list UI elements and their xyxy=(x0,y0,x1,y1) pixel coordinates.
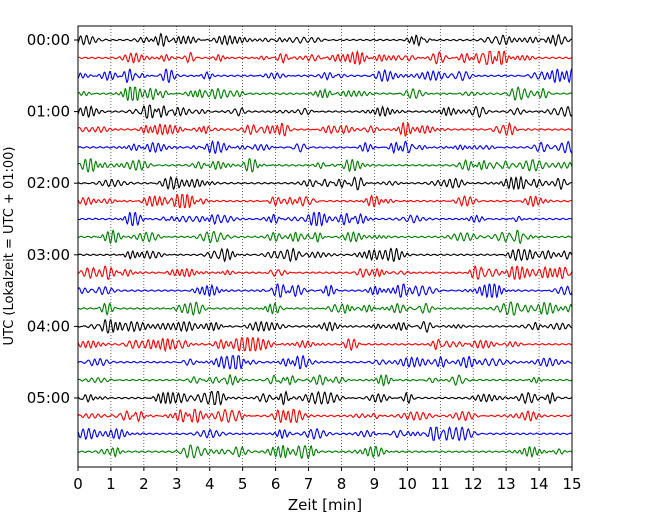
y-tick-label: 02:00 xyxy=(27,174,70,192)
x-tick-label: 6 xyxy=(271,475,281,493)
trace-line-13 xyxy=(77,265,573,281)
trace-line-6 xyxy=(77,139,573,155)
trace-line-14 xyxy=(77,283,573,299)
y-tick-label: 03:00 xyxy=(27,246,70,264)
trace-line-2 xyxy=(77,68,572,84)
trace-line-3 xyxy=(77,86,573,101)
trace-line-12 xyxy=(77,247,573,263)
x-tick-label: 8 xyxy=(337,475,347,493)
x-tick-label: 12 xyxy=(464,475,483,493)
x-tick-label: 9 xyxy=(370,475,380,493)
x-tick-label: 0 xyxy=(73,475,83,493)
x-tick-label: 5 xyxy=(238,475,248,493)
trace-line-5 xyxy=(77,121,573,137)
x-tick-label: 3 xyxy=(172,475,182,493)
y-axis-label: UTC (Lokalzeit = UTC + 01:00) xyxy=(2,147,17,346)
trace-line-0 xyxy=(77,32,573,48)
x-tick-label: 10 xyxy=(398,475,417,493)
trace-line-17 xyxy=(77,336,573,353)
trace-line-8 xyxy=(77,175,573,191)
x-tick-label: 13 xyxy=(497,475,516,493)
x-tick-label: 11 xyxy=(431,475,450,493)
x-tick-label: 15 xyxy=(562,475,581,493)
plot-frame xyxy=(77,25,573,468)
y-tick-label: 05:00 xyxy=(27,389,70,407)
trace-line-4 xyxy=(77,104,573,119)
x-axis-label: Zeit [min] xyxy=(288,496,362,514)
trace-line-7 xyxy=(77,158,573,173)
trace-line-19 xyxy=(77,373,573,387)
y-axis-ticks: 00:00 01:00 02:00 03:00 04:00 05:00 xyxy=(27,31,78,407)
x-axis-ticks: 0 1 2 3 4 5 6 7 8 9 10 11 12 13 14 15 xyxy=(73,467,582,493)
x-tick-label: 7 xyxy=(304,475,314,493)
trace-line-16 xyxy=(77,319,573,334)
trace-line-20 xyxy=(77,390,573,406)
trace-line-1 xyxy=(77,49,573,66)
trace-line-18 xyxy=(77,354,573,370)
seismic-traces xyxy=(77,32,573,459)
trace-line-15 xyxy=(77,301,573,317)
trace-line-23 xyxy=(77,444,573,459)
x-tick-label: 4 xyxy=(205,475,215,493)
x-tick-label: 2 xyxy=(139,475,149,493)
trace-line-11 xyxy=(77,229,573,245)
x-tick-label: 1 xyxy=(106,475,116,493)
trace-line-10 xyxy=(77,211,573,227)
trace-line-21 xyxy=(77,408,573,424)
y-tick-label: 01:00 xyxy=(27,103,70,121)
trace-line-9 xyxy=(77,193,573,209)
y-tick-label: 04:00 xyxy=(27,317,70,335)
x-tick-label: 14 xyxy=(530,475,549,493)
trace-line-22 xyxy=(77,426,573,441)
y-tick-label: 00:00 xyxy=(27,31,70,49)
